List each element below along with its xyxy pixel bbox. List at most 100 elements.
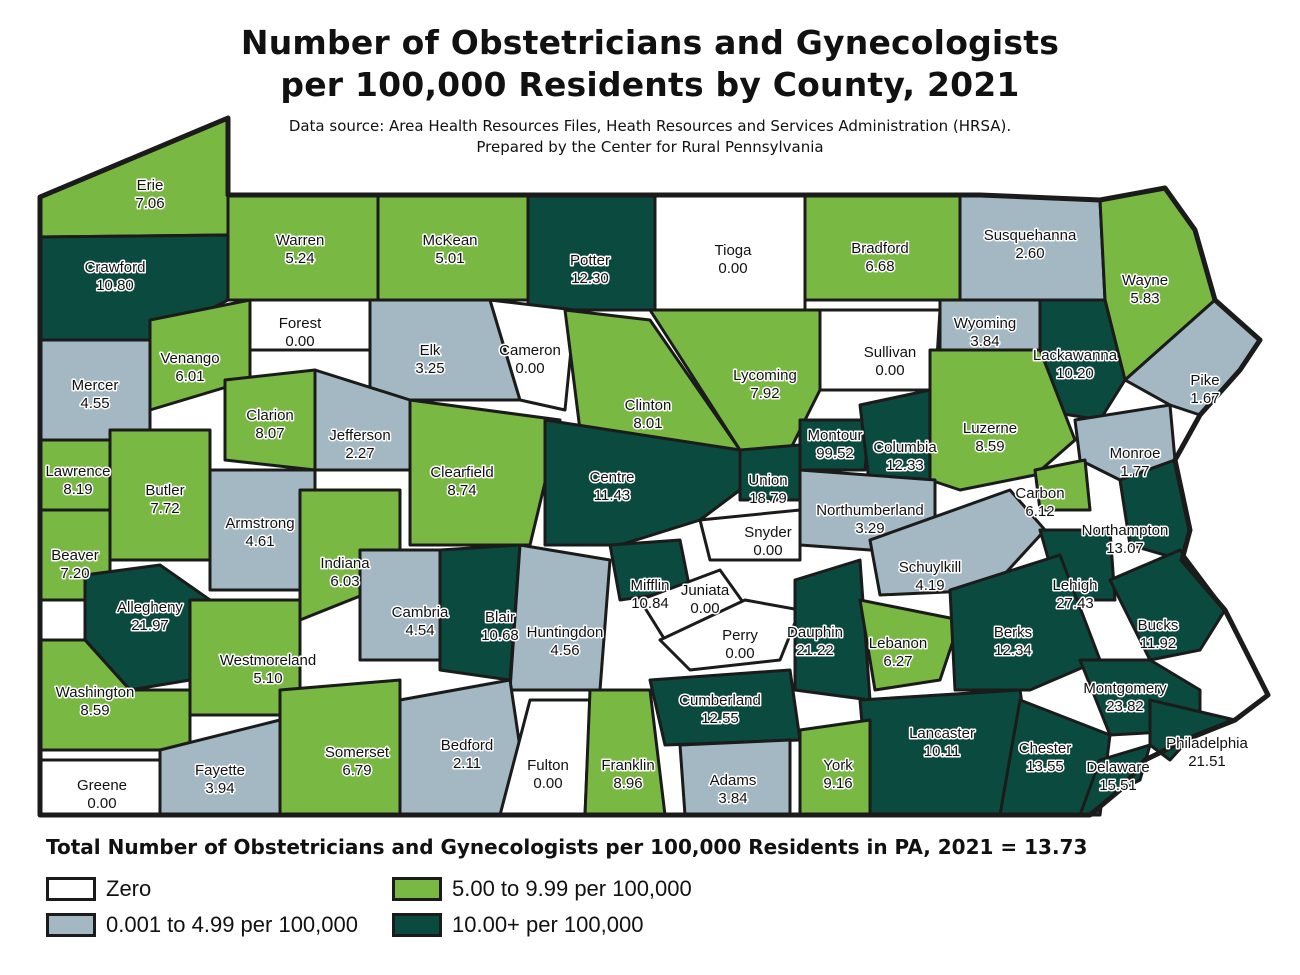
legend-swatch-mid <box>392 877 442 901</box>
county-name-snyder: Snyder <box>744 524 792 541</box>
county-name-union: Union <box>748 472 787 489</box>
county-value-lehigh: 27.43 <box>1056 595 1094 612</box>
county-value-berks: 12.34 <box>994 642 1032 659</box>
county-value-philadelphia: 21.51 <box>1188 753 1226 770</box>
county-name-northumberland: Northumberland <box>816 502 924 519</box>
county-name-lackawanna: Lackawanna <box>1033 347 1118 364</box>
county-name-armstrong: Armstrong <box>225 515 294 532</box>
county-value-erie: 7.06 <box>135 195 164 212</box>
county-value-monroe: 1.77 <box>1120 463 1149 480</box>
county-value-cambria: 4.54 <box>405 622 434 639</box>
county-value-juniata: 0.00 <box>690 600 719 617</box>
county-value-lancaster: 10.11 <box>924 743 960 760</box>
county-name-tioga: Tioga <box>715 242 753 259</box>
county-name-pike: Pike <box>1190 372 1219 389</box>
county-value-mckean: 5.01 <box>435 250 464 267</box>
county-cameron <box>488 298 577 412</box>
county-value-butler: 7.72 <box>150 500 179 517</box>
county-value-snyder: 0.00 <box>753 542 782 559</box>
county-name-mercer: Mercer <box>72 377 119 394</box>
county-name-greene: Greene <box>77 777 127 794</box>
county-name-schuylkill: Schuylkill <box>899 559 962 576</box>
county-name-susquehanna: Susquehanna <box>984 227 1077 244</box>
county-name-philadelphia: Philadelphia <box>1166 735 1248 752</box>
county-value-bucks: 11.92 <box>1140 635 1176 652</box>
legend-label-low: 0.001 to 4.99 per 100,000 <box>106 912 358 937</box>
county-value-susquehanna: 2.60 <box>1015 245 1044 262</box>
county-name-montour: Montour <box>807 427 862 444</box>
state-outline <box>37 115 1271 818</box>
legend-item-high: 10.00+ per 100,000 <box>392 912 643 938</box>
county-name-lawrence: Lawrence <box>45 463 110 480</box>
county-franklin <box>583 688 667 817</box>
county-name-columbia: Columbia <box>873 439 937 456</box>
county-name-huntingdon: Huntingdon <box>527 624 604 641</box>
county-name-adams: Adams <box>710 772 757 789</box>
county-value-york: 9.16 <box>823 775 852 792</box>
county-name-jefferson: Jefferson <box>329 427 390 444</box>
county-name-dauphin: Dauphin <box>787 624 843 641</box>
county-name-crawford: Crawford <box>85 259 146 276</box>
subtitle-line-2: Prepared by the Center for Rural Pennsyl… <box>476 138 824 156</box>
county-name-lycoming: Lycoming <box>733 367 797 384</box>
county-value-huntingdon: 4.56 <box>550 642 579 659</box>
county-name-carbon: Carbon <box>1015 485 1064 502</box>
county-value-armstrong: 4.61 <box>245 533 274 550</box>
county-value-luzerne: 8.59 <box>975 438 1004 455</box>
county-name-york: York <box>823 757 853 774</box>
map-subtitle: Data source: Area Health Resources Files… <box>0 116 1300 158</box>
county-name-montgomery: Montgomery <box>1083 680 1167 697</box>
county-value-lycoming: 7.92 <box>750 385 779 402</box>
county-name-warren: Warren <box>276 232 325 249</box>
legend-swatch-low <box>46 913 96 937</box>
county-name-clarion: Clarion <box>246 407 294 424</box>
county-perry <box>658 598 802 672</box>
county-value-cumberland: 12.55 <box>701 710 739 727</box>
county-value-greene: 0.00 <box>87 795 116 812</box>
county-value-potter: 12.30 <box>571 270 609 287</box>
county-name-mifflin: Mifflin <box>631 577 670 594</box>
legend-item-low: 0.001 to 4.99 per 100,000 <box>46 912 358 938</box>
county-name-monroe: Monroe <box>1110 445 1161 462</box>
county-lebanon <box>858 598 962 692</box>
county-value-venango: 6.01 <box>175 368 204 385</box>
county-name-clearfield: Clearfield <box>430 464 493 481</box>
county-name-delaware: Delaware <box>1086 759 1149 776</box>
county-value-chester: 13.55 <box>1026 758 1064 775</box>
legend-swatch-high <box>392 913 442 937</box>
county-value-pike: 1.67 <box>1190 390 1219 407</box>
county-name-wyoming: Wyoming <box>954 315 1016 332</box>
county-name-bradford: Bradford <box>851 240 909 257</box>
county-value-union: 18.79 <box>749 490 787 507</box>
county-value-tioga: 0.00 <box>718 260 747 277</box>
county-name-allegheny: Allegheny <box>117 599 183 616</box>
county-value-schuylkill: 4.19 <box>915 577 944 594</box>
county-name-franklin: Franklin <box>601 757 654 774</box>
county-name-bedford: Bedford <box>441 737 494 754</box>
county-name-washington: Washington <box>56 684 135 701</box>
county-value-dauphin: 21.22 <box>796 642 834 659</box>
county-value-wyoming: 3.84 <box>970 333 999 350</box>
county-value-delaware: 15.51 <box>1099 777 1137 794</box>
county-huntingdon <box>508 543 612 692</box>
legend-item-zero: Zero <box>46 876 151 902</box>
county-name-luzerne: Luzerne <box>963 420 1017 437</box>
county-name-fayette: Fayette <box>195 762 245 779</box>
county-value-wayne: 5.83 <box>1130 290 1159 307</box>
county-erie <box>38 116 230 239</box>
county-name-sullivan: Sullivan <box>864 344 917 361</box>
county-name-juniata: Juniata <box>681 582 730 599</box>
state-total-text: Total Number of Obstetricians and Gyneco… <box>46 835 1088 859</box>
county-value-fayette: 3.94 <box>205 780 234 797</box>
county-berks <box>948 553 1102 692</box>
county-name-northampton: Northampton <box>1082 522 1169 539</box>
county-name-somerset: Somerset <box>325 744 390 761</box>
county-value-lackawanna: 10.20 <box>1056 365 1094 382</box>
county-shapes <box>38 116 1262 817</box>
county-value-warren: 5.24 <box>285 250 314 267</box>
county-name-lancaster: Lancaster <box>909 725 975 742</box>
county-name-chester: Chester <box>1019 740 1072 757</box>
county-value-forest: 0.00 <box>285 333 314 350</box>
county-name-fulton: Fulton <box>527 757 569 774</box>
